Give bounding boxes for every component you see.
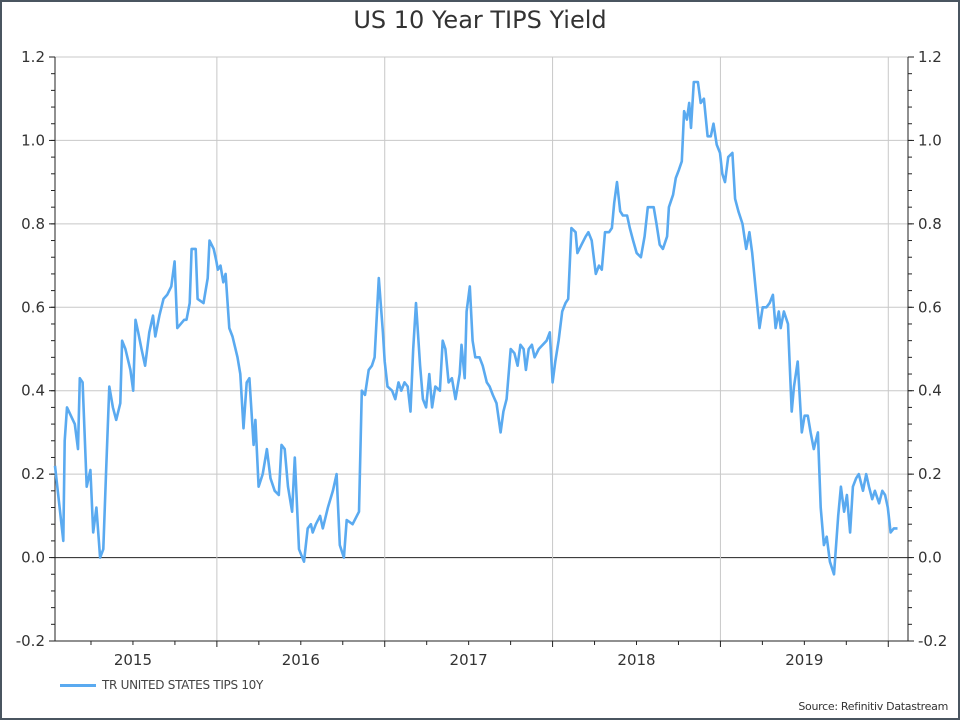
- y-tick-label-right: 0.0: [918, 549, 942, 567]
- y-tick-label-right: 0.8: [918, 215, 942, 233]
- x-tick-label: 2019: [785, 651, 823, 669]
- y-tick-label-left: -0.2: [16, 632, 45, 650]
- y-tick-label-left: 0.0: [21, 549, 45, 567]
- y-tick-label-right: 1.2: [918, 48, 942, 66]
- y-tick-label-left: 0.8: [21, 215, 45, 233]
- legend-swatch: [60, 683, 96, 687]
- y-tick-label-right: 0.6: [918, 298, 942, 316]
- x-tick-label: 2016: [282, 651, 320, 669]
- y-tick-label-left: 0.4: [21, 382, 45, 400]
- legend: TR UNITED STATES TIPS 10Y: [60, 678, 263, 692]
- x-tick-label: 2017: [450, 651, 488, 669]
- y-tick-label-left: 1.0: [21, 131, 45, 149]
- y-tick-label-right: 1.0: [918, 131, 942, 149]
- y-tick-label-right: 0.4: [918, 382, 942, 400]
- y-tick-label-right: -0.2: [918, 632, 947, 650]
- y-tick-label-left: 1.2: [21, 48, 45, 66]
- series-line: [53, 80, 898, 576]
- y-tick-label-left: 0.6: [21, 298, 45, 316]
- x-tick-label: 2015: [114, 651, 152, 669]
- y-tick-label-left: 0.2: [21, 465, 45, 483]
- legend-label: TR UNITED STATES TIPS 10Y: [102, 678, 264, 692]
- y-tick-label-right: 0.2: [918, 465, 942, 483]
- x-tick-label: 2018: [617, 651, 655, 669]
- chart-title: US 10 Year TIPS Yield: [353, 6, 607, 34]
- source-note: Source: Refinitiv Datastream: [798, 700, 948, 713]
